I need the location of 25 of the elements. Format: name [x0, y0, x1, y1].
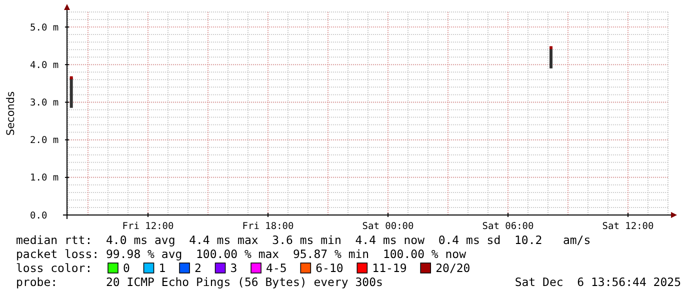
y-axis-title: Seconds	[5, 91, 17, 136]
legend-label: 2	[194, 261, 202, 275]
text: probe: 20 ICMP Echo Pings (56 Bytes) every 300s	[16, 275, 383, 289]
text: Sat Dec 6 13:56:44 2025	[514, 275, 681, 289]
x-tick-label: Sat 06:00	[482, 221, 534, 232]
legend-label: 1	[158, 261, 166, 275]
legend-label: 11-19	[372, 261, 407, 275]
x-tick-label: Sat 12:00	[602, 221, 654, 232]
legend-label: 20/20	[436, 261, 470, 275]
x-tick-label: Sat 00:00	[362, 221, 414, 232]
legend-label: 6-10	[316, 261, 344, 275]
y-tick-label: 2.0 m	[30, 135, 59, 146]
y-tick-label: 1.0 m	[30, 172, 59, 184]
x-tick-label: Fri 12:00	[122, 221, 174, 232]
y-tick-label: 5.0 m	[30, 22, 59, 34]
y-tick-label: 4.0 m	[30, 60, 59, 71]
y-tick-label: 0.0	[30, 210, 48, 222]
legend-title: loss color:	[16, 261, 92, 275]
text: packet loss: 99.98 % avg 100.00 % max 95.87 % min 100.00 % now	[16, 247, 466, 261]
legend-label: 4-5	[266, 261, 287, 275]
x-tick-label: Fri 18:00	[242, 221, 294, 232]
legend-label: 0	[123, 261, 130, 275]
text: median rtt: 4.0 ms avg 4.4 ms max 3.6 ms min 4.4 ms now 0.4 ms sd 10.2 am/s	[16, 233, 591, 247]
y-tick-label: 3.0 m	[30, 98, 59, 109]
legend-label: 3	[230, 261, 238, 275]
